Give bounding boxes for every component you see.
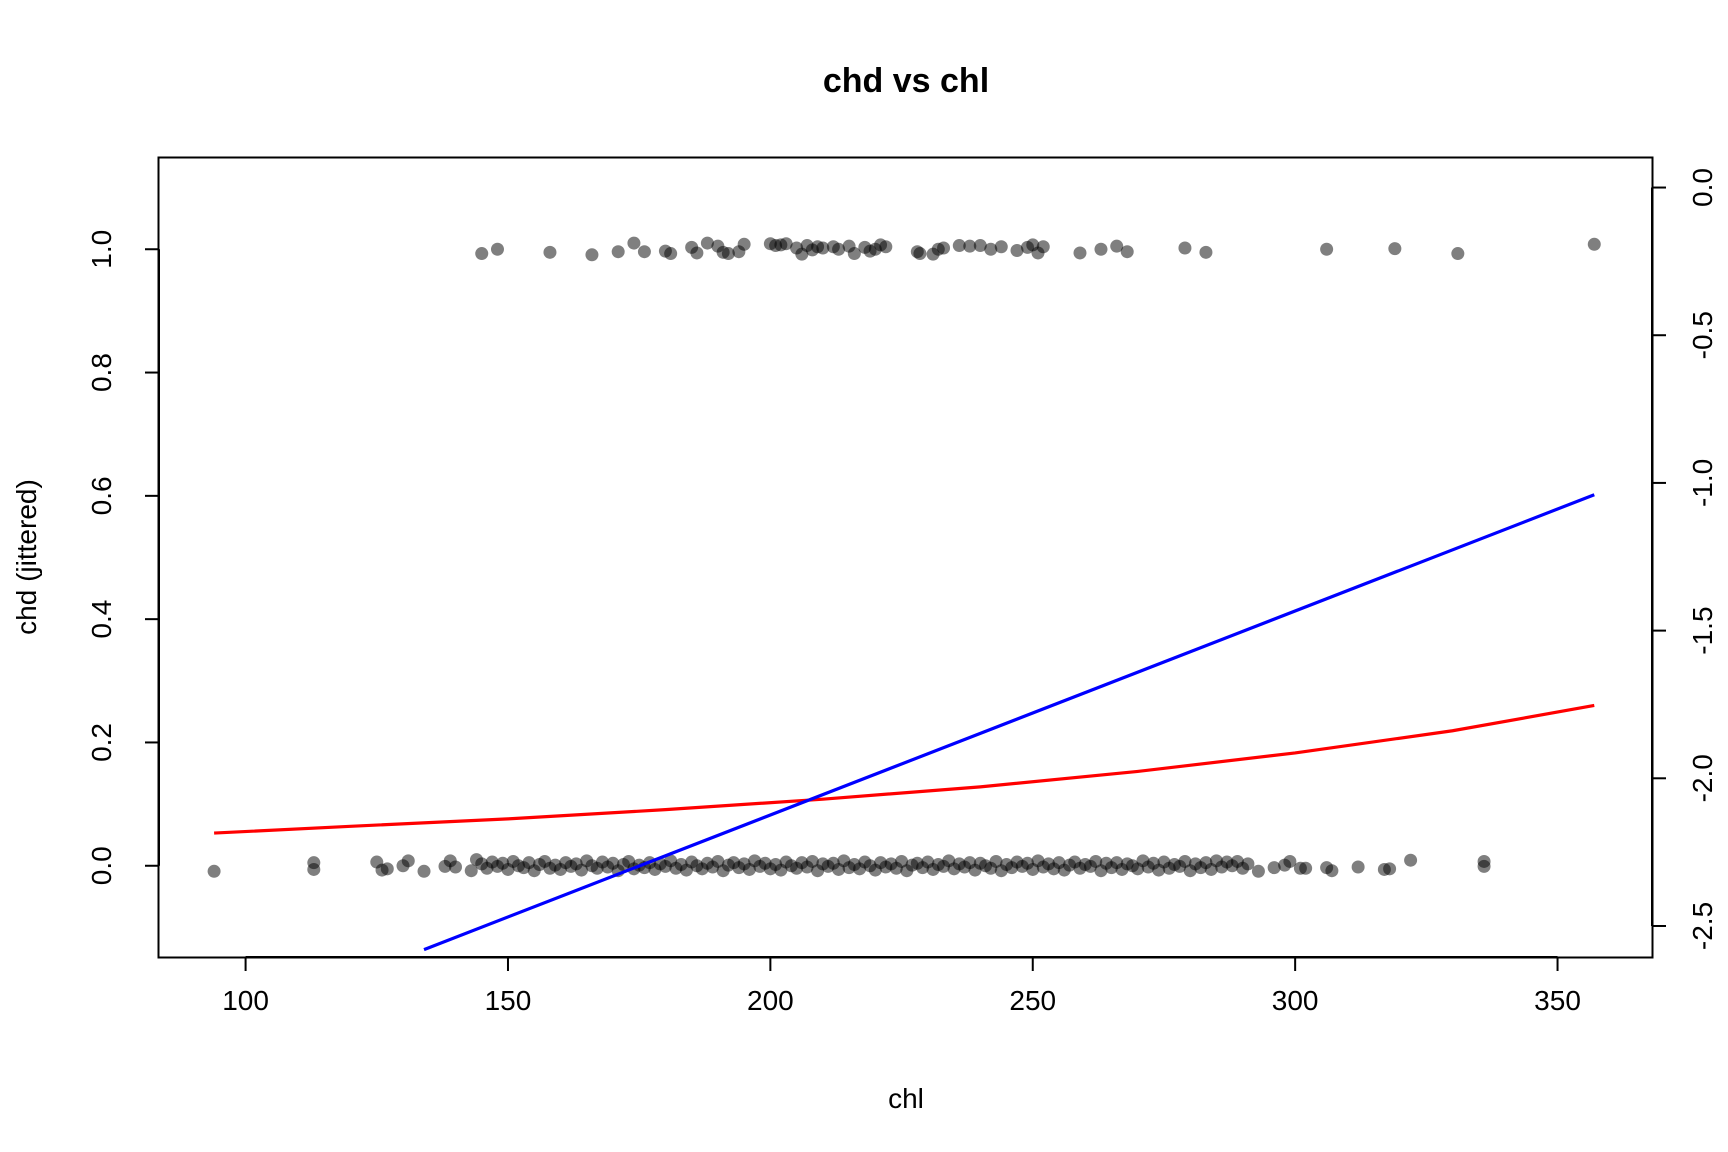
y-tick-label: 1.0 bbox=[86, 230, 117, 269]
data-point bbox=[380, 862, 394, 876]
data-point bbox=[913, 247, 927, 261]
data-point bbox=[1451, 247, 1465, 261]
data-point bbox=[307, 862, 321, 876]
data-point bbox=[1094, 242, 1108, 256]
data-point bbox=[611, 245, 625, 259]
y2-tick-label: -1.0 bbox=[1687, 459, 1718, 507]
data-point bbox=[973, 239, 987, 253]
data-point bbox=[963, 239, 977, 253]
data-point bbox=[700, 236, 714, 250]
data-point bbox=[401, 854, 415, 868]
data-point bbox=[637, 245, 651, 259]
data-point bbox=[832, 242, 846, 256]
data-point bbox=[937, 241, 951, 255]
data-point bbox=[475, 247, 489, 261]
logistic-fit-line bbox=[214, 703, 1595, 835]
y-tick-label: 0.0 bbox=[86, 846, 117, 885]
x-axis-label: chl bbox=[888, 1083, 924, 1114]
data-point bbox=[1325, 864, 1339, 878]
data-point bbox=[879, 240, 893, 254]
data-point bbox=[1010, 243, 1024, 257]
linear-fit-line bbox=[423, 493, 1595, 952]
x-tick-label: 200 bbox=[747, 985, 794, 1016]
data-point bbox=[1383, 862, 1397, 876]
data-point bbox=[1120, 245, 1134, 259]
data-point bbox=[1073, 246, 1087, 260]
y2-tick-label: -1.5 bbox=[1687, 606, 1718, 654]
data-point bbox=[779, 237, 793, 251]
data-point bbox=[627, 236, 641, 250]
y2-tick-label: -2.0 bbox=[1687, 754, 1718, 802]
data-point bbox=[1299, 861, 1313, 875]
data-point bbox=[984, 242, 998, 256]
data-point bbox=[994, 240, 1008, 254]
data-point bbox=[1351, 860, 1365, 874]
chart-title: chd vs chl bbox=[823, 62, 989, 100]
data-point bbox=[490, 242, 504, 256]
data-point bbox=[952, 239, 966, 253]
data-point bbox=[1587, 237, 1601, 251]
x-tick-label: 250 bbox=[1009, 985, 1056, 1016]
data-point bbox=[1178, 241, 1192, 255]
x-tick-label: 150 bbox=[485, 985, 532, 1016]
data-point bbox=[1199, 245, 1213, 259]
data-point bbox=[449, 860, 463, 874]
trend-lines bbox=[214, 493, 1595, 952]
data-point bbox=[1320, 242, 1334, 256]
data-point bbox=[721, 247, 735, 261]
data-point bbox=[1477, 859, 1491, 873]
data-point bbox=[1241, 857, 1255, 871]
data-point bbox=[464, 864, 478, 878]
y-tick-label: 0.2 bbox=[86, 723, 117, 762]
y2-tick-label: 0.0 bbox=[1687, 168, 1718, 207]
y-axis: 0.0 0.2 0.4 0.6 0.8 1.0 bbox=[86, 230, 160, 885]
y-axis-label: chd (jittered) bbox=[11, 479, 42, 635]
data-point bbox=[1110, 239, 1124, 253]
x-tick-label: 350 bbox=[1534, 985, 1581, 1016]
x-axis: 100 150 200 250 300 350 bbox=[222, 956, 1581, 1016]
data-point bbox=[737, 237, 751, 251]
y-tick-label: 0.4 bbox=[86, 600, 117, 639]
data-point bbox=[207, 864, 221, 878]
y2-tick-label: -2.5 bbox=[1687, 902, 1718, 950]
data-point bbox=[543, 245, 557, 259]
data-point bbox=[690, 246, 704, 260]
data-point bbox=[1036, 240, 1050, 254]
x-tick-label: 100 bbox=[222, 985, 269, 1016]
data-point bbox=[1404, 853, 1418, 867]
data-point bbox=[1267, 861, 1281, 875]
data-point bbox=[585, 248, 599, 262]
y2-axis: 0.0 -0.5 -1.0 -1.5 -2.0 -2.5 bbox=[1651, 168, 1718, 950]
y2-tick-label: -0.5 bbox=[1687, 311, 1718, 359]
scatter-points bbox=[207, 236, 1601, 878]
y-tick-label: 0.8 bbox=[86, 353, 117, 392]
data-point bbox=[1283, 854, 1297, 868]
data-point bbox=[1388, 242, 1402, 256]
x-tick-label: 300 bbox=[1272, 985, 1319, 1016]
data-point bbox=[847, 247, 861, 261]
data-point bbox=[417, 864, 431, 878]
y-tick-label: 0.6 bbox=[86, 476, 117, 515]
data-point bbox=[1251, 864, 1265, 878]
data-point bbox=[816, 241, 830, 255]
data-point bbox=[664, 247, 678, 261]
